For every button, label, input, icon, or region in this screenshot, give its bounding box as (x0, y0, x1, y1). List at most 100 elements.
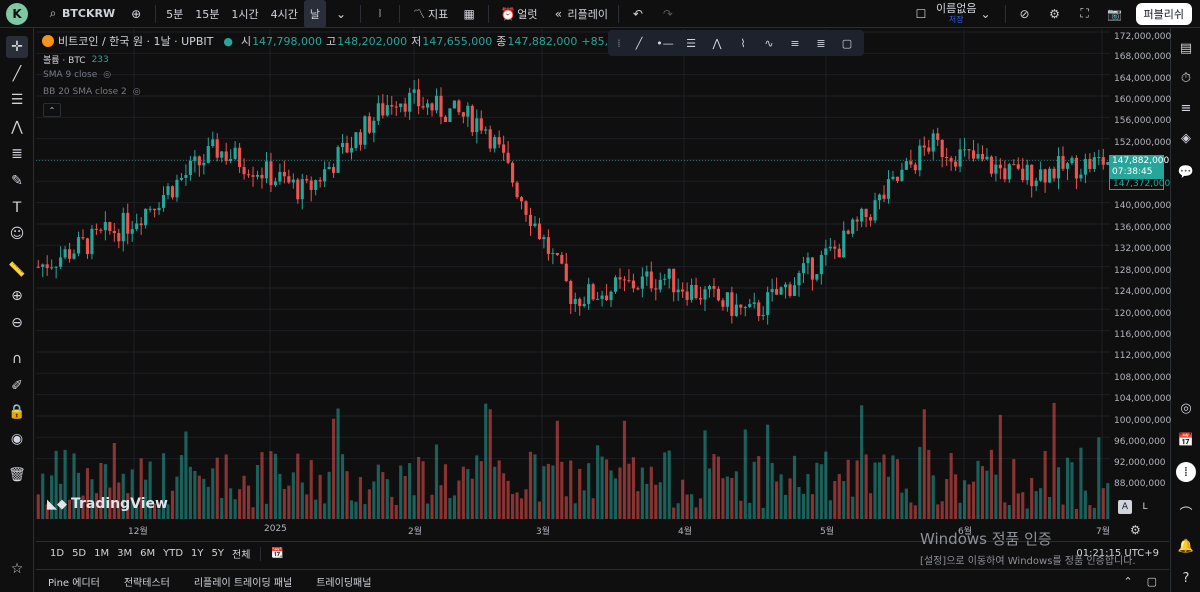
layout-button[interactable]: ☐ 이름없음 저장 ⌄ (906, 0, 1000, 28)
range-6m[interactable]: 6M (140, 548, 156, 559)
candle-body (801, 263, 806, 274)
signal-icon[interactable]: ⌒ (1179, 506, 1193, 522)
snapshot-button[interactable]: 📷 (1100, 0, 1130, 28)
time-axis[interactable]: 12월 2025 2월 3월 4월 5월 6월 7월 (36, 519, 1110, 541)
eye-off-icon[interactable]: ◎ (103, 70, 112, 80)
magnet-icon[interactable]: ∩ (11, 351, 23, 367)
undo-button[interactable]: ↶ (623, 0, 653, 28)
volume-bar (161, 453, 166, 519)
chevron-up-icon[interactable]: ⌃ (1123, 574, 1133, 588)
compare-symbol-button[interactable]: ⊕ (121, 0, 151, 28)
chart-settings-gear-icon[interactable]: ⚙ (1130, 523, 1141, 537)
price-axis[interactable]: 172,000,000 168,000,000 164,000,000 160,000… (1110, 29, 1171, 519)
alert-button[interactable]: ⏰ 얼럿 (493, 0, 543, 28)
lock-drawing-icon[interactable]: ✐ (11, 378, 23, 394)
trend-line-icon[interactable]: ╱ (12, 66, 22, 82)
parallel-channel-icon[interactable]: ☰ (686, 36, 696, 50)
symbol-search[interactable]: ⌕ BTCKRW (38, 0, 121, 28)
log-scale-button[interactable]: L (1142, 502, 1148, 512)
horizontal-ray-icon[interactable]: •— (656, 36, 674, 50)
tab-replay-trading[interactable]: 리플레이 트레이딩 패널 (193, 577, 293, 589)
interval-1d[interactable]: 날 (303, 0, 326, 28)
elliott-wave-icon[interactable]: ∿ (764, 36, 774, 50)
candle-body (148, 208, 152, 210)
trash-icon[interactable]: 🗑 (8, 467, 26, 483)
range-all[interactable]: 전체 (232, 550, 251, 561)
interval-4h[interactable]: 4시간 (270, 7, 298, 21)
collapse-legend-button[interactable]: ⌃ (43, 103, 61, 117)
sma-legend[interactable]: SMA 9 close ◎ (43, 70, 111, 80)
volume-bar (569, 460, 573, 519)
chart-type-button[interactable]: ⧘ (365, 0, 395, 28)
fib-extension-icon[interactable]: ≣ (816, 36, 826, 50)
interval-1h[interactable]: 1시간 (231, 7, 259, 21)
trend-line-icon[interactable]: ╱ (635, 36, 643, 50)
range-ytd[interactable]: YTD (163, 548, 184, 559)
maximize-icon[interactable]: ▢ (1146, 574, 1157, 588)
pattern-icon[interactable]: ⋀ (11, 119, 23, 135)
eye-off-icon[interactable]: ◎ (132, 87, 141, 97)
quick-search-button[interactable]: ⊘ (1010, 0, 1040, 28)
emoji-icon[interactable]: ☺ (9, 226, 25, 242)
chat-icon[interactable]: 💬 (1177, 164, 1195, 180)
redo-button[interactable]: ↷ (653, 0, 683, 28)
interval-15m[interactable]: 15분 (195, 7, 220, 21)
candle-body (994, 164, 998, 174)
ruler-icon[interactable]: 📏 (8, 262, 26, 278)
object-tree-icon[interactable]: ≡ (1180, 100, 1192, 116)
timezone-clock[interactable]: 01:21:15 UTC+9 (1076, 548, 1159, 559)
candle-body (564, 263, 568, 282)
interval-5m[interactable]: 5분 (166, 7, 184, 21)
bb-legend[interactable]: BB 20 SMA close 2 ◎ (43, 87, 141, 97)
indicators-button[interactable]: 〽 지표 (404, 0, 454, 28)
horizontal-lines-icon[interactable]: ☰ (10, 92, 24, 108)
fib-icon[interactable]: ≣ (11, 146, 23, 162)
settings-button[interactable]: ⚙ (1040, 0, 1070, 28)
range-1d[interactable]: 1D (50, 548, 65, 559)
tab-trading-panel[interactable]: 트레이딩패널 (316, 577, 372, 589)
volume-bar (376, 464, 380, 519)
apps-grid-icon[interactable]: ⁞ (1176, 462, 1196, 482)
eye-icon[interactable]: ◉ (10, 431, 24, 447)
pitchfork-icon[interactable]: ⋀ (712, 36, 722, 50)
layers-icon[interactable]: ◈ (1181, 130, 1191, 146)
bell-icon[interactable]: 🔔 (1177, 538, 1195, 554)
star-icon[interactable]: ☆ (10, 561, 24, 577)
xabcd-pattern-icon[interactable]: ⌇ (740, 36, 746, 50)
volume-bar (300, 482, 304, 519)
drag-handle-icon[interactable]: ⁞ (617, 36, 621, 50)
auto-scale-button[interactable]: A (1118, 500, 1132, 514)
range-5d[interactable]: 5D (72, 548, 87, 559)
range-3m[interactable]: 3M (117, 548, 133, 559)
crosshair-icon[interactable]: ✛ (6, 36, 28, 58)
range-1y[interactable]: 1Y (191, 548, 204, 559)
calendar-icon[interactable]: 📅 (1177, 432, 1195, 448)
target-icon[interactable]: ◎ (1180, 400, 1192, 416)
brush-icon[interactable]: ✎ (11, 173, 23, 189)
alerts-clock-icon[interactable]: ⏱ (1180, 70, 1192, 86)
tab-pine-editor[interactable]: Pine 에디터 (48, 577, 100, 589)
fullscreen-button[interactable]: ⛶ (1070, 0, 1100, 28)
text-icon[interactable]: T (12, 200, 22, 216)
goto-date-icon[interactable]: 📆 (271, 548, 284, 559)
user-avatar[interactable]: K (6, 2, 28, 25)
publish-button[interactable]: 퍼블리쉬 (1135, 2, 1192, 25)
tab-strategy-tester[interactable]: 전략테스터 (123, 577, 170, 589)
range-1m[interactable]: 1M (94, 548, 110, 559)
watchlist-icon[interactable]: ▤ (1179, 40, 1193, 56)
zoom-out-icon[interactable]: ⊖ (11, 315, 23, 331)
templates-button[interactable]: ▦ (454, 0, 484, 28)
volume-bar (824, 451, 828, 519)
help-icon[interactable]: ? (1182, 570, 1190, 586)
replay-button[interactable]: « 리플레이 (543, 0, 613, 28)
rectangle-icon[interactable]: ▢ (841, 36, 853, 50)
interval-dropdown[interactable]: ⌄ (326, 0, 356, 28)
candle-body (949, 158, 953, 162)
chart-pane[interactable] (36, 29, 1169, 519)
zoom-in-icon[interactable]: ⊕ (11, 288, 23, 304)
lock-icon[interactable]: 🔒 (8, 404, 26, 420)
fib-retracement-icon[interactable]: ≡ (790, 36, 800, 50)
candle-body (779, 287, 783, 295)
candle-body (385, 105, 389, 116)
range-5y[interactable]: 5Y (211, 548, 225, 559)
